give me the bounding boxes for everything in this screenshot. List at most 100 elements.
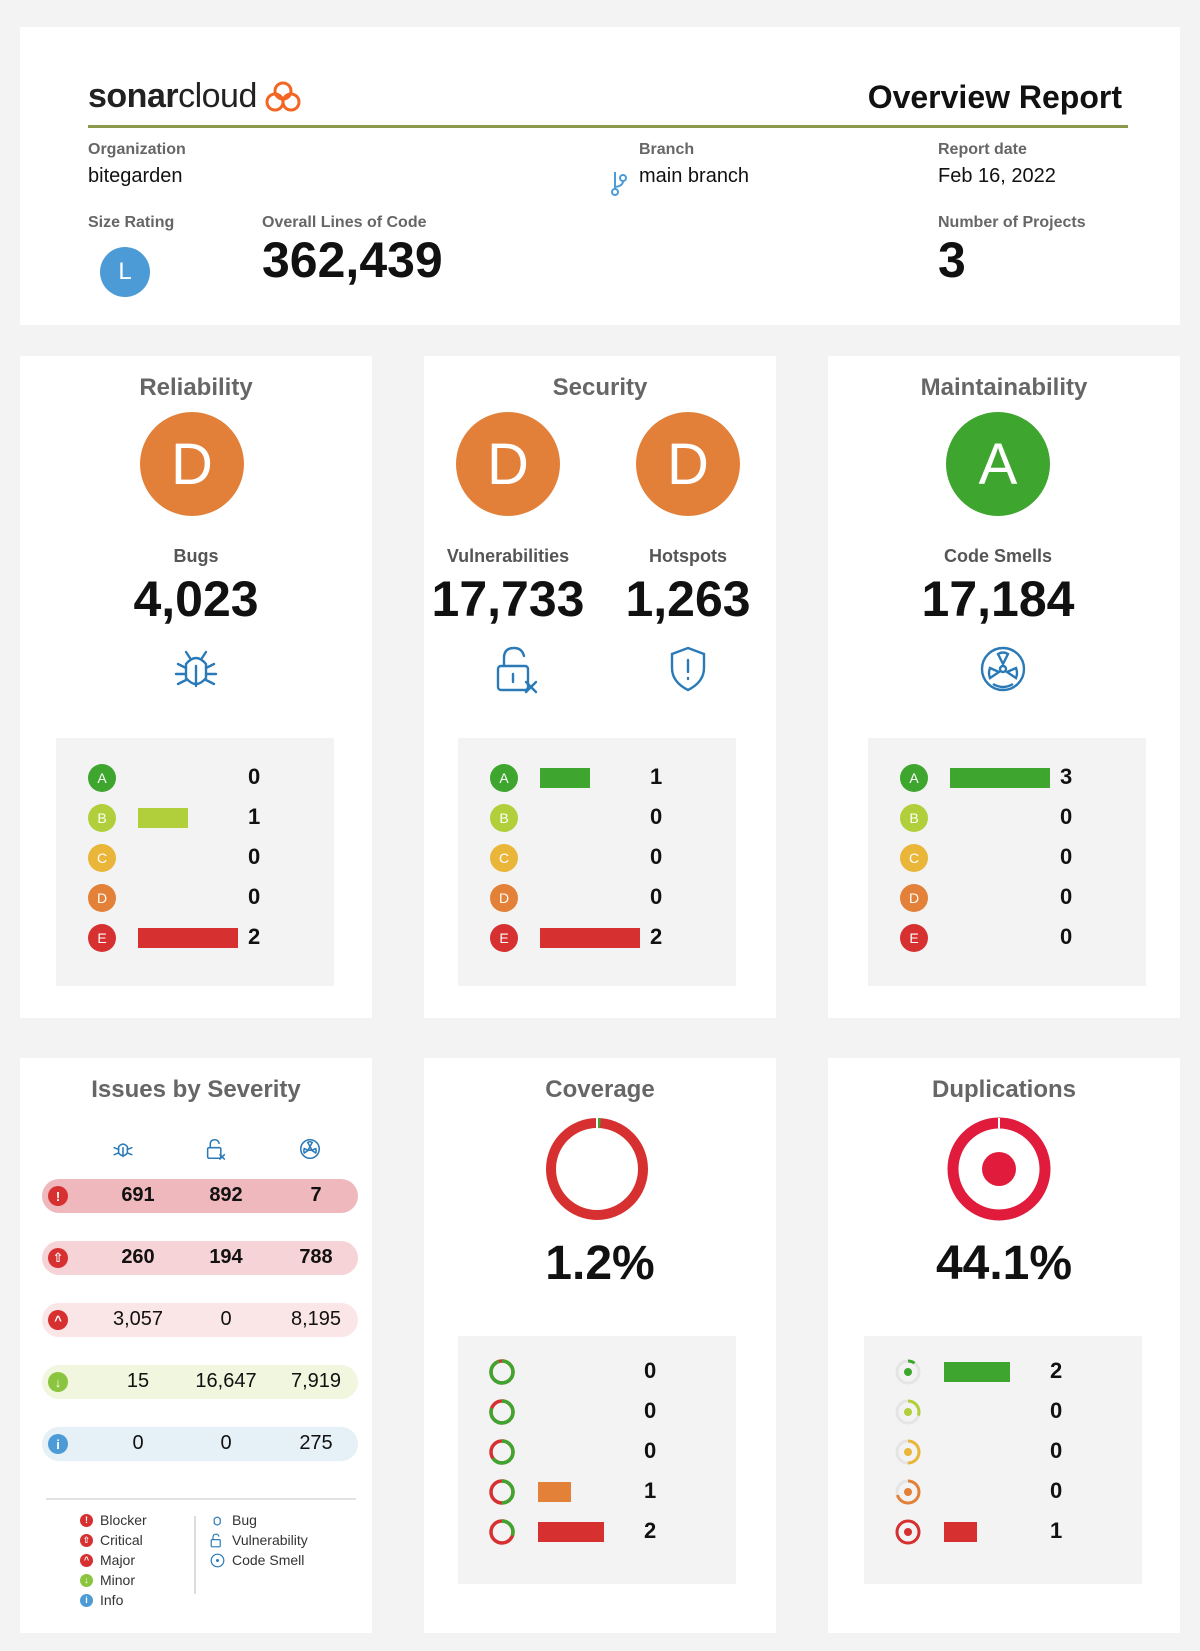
minor-icon: ↓ [48,1372,68,1392]
grade-d-count: 0 [248,884,261,909]
legend-label: Info [100,1592,124,1608]
critical-vulnerability-count: 194 [209,1246,243,1268]
maintainability-grade: A [946,412,1050,516]
grade-a-count: 1 [650,764,663,789]
duplications-bar [944,1522,977,1542]
vulnerabilities-label: Vulnerabilities [446,546,570,566]
coverage-bar [538,1482,571,1502]
grade-a-bar [540,768,590,788]
bug-icon [174,650,218,688]
report-date-value: Feb 16, 2022 [938,165,1056,187]
blocker-bug-count: 691 [121,1184,155,1206]
duplications-count: 0 [1050,1478,1063,1503]
hotspot-grade: D [636,412,740,516]
distribution-row: 0 [458,1356,736,1388]
maintainability-title: Maintainability [920,374,1088,401]
duplications-ring-icon [895,1519,921,1545]
duplications-ring-icon [895,1359,921,1385]
grade-b-badge: B [900,804,928,832]
blocker-icon: ! [80,1513,93,1527]
distribution-row: 2 [864,1356,1142,1388]
severity-row-info: i 0 0 275 [42,1427,358,1461]
sonarcloud-logo: sonarcloud [88,77,301,116]
severity-card: Issues by Severity ! 691 892 7 ⇧ 260 194 788 ^ 3,… [20,1058,372,1633]
report-header: sonarcloud Overview Report Organization … [20,27,1180,325]
coverage-ring-icon [489,1519,515,1545]
bug-icon [213,1516,221,1526]
security-card: Security D D Vulnerabilities Hotspots 17… [424,356,776,1018]
vulnerability-column-icon [206,1138,226,1160]
organization-label: Organization [88,141,186,158]
grade-a-count: 0 [248,764,261,789]
distribution-row: 1 [864,1516,1142,1548]
size-rating-badge: L [100,247,150,297]
grade-d-badge: D [490,884,518,912]
hotspots-value: 1,263 [625,571,751,627]
coverage-card: Coverage 1.2% 0 0 0 1 2 [424,1058,776,1633]
minor-vulnerability-count: 16,647 [195,1370,257,1392]
severity-row-major: ^ 3,057 0 8,195 [42,1303,358,1337]
minor-code-smell-count: 7,919 [290,1370,342,1392]
distribution-row: 0 [864,1436,1142,1468]
coverage-distribution: 0 0 0 1 2 [458,1336,736,1584]
coverage-value: 1.2% [545,1237,655,1290]
duplications-count: 2 [1050,1358,1063,1383]
coverage-ring-icon [489,1359,515,1385]
duplications-title: Duplications [931,1076,1076,1103]
critical-code-smell-count: 788 [299,1246,333,1268]
coverage-ring-icon [489,1439,515,1465]
legend-label: Minor [100,1572,136,1588]
info-vulnerability-count: 0 [220,1432,232,1454]
grade-d-badge: D [900,884,928,912]
grade-d-count: 0 [650,884,663,909]
grade-c-count: 0 [650,844,663,869]
vulnerability-lock-icon [496,646,538,694]
grade-e-count: 0 [1060,924,1073,949]
duplications-count: 0 [1050,1438,1063,1463]
coverage-donut [546,1118,648,1220]
grade-e-bar [138,928,238,948]
grade-b-bar [138,808,188,828]
legend-bug: Bug [210,1510,308,1530]
info-icon: i [80,1593,93,1607]
report-title: Overview Report [867,79,1122,115]
grade-e-badge: E [88,924,116,952]
cloud-icon [265,81,301,111]
severity-title: Issues by Severity [91,1076,301,1103]
vulnerability-icon [210,1533,221,1547]
grade-a-count: 3 [1060,764,1073,789]
branch-value: main branch [639,165,750,187]
legend-label: Major [100,1552,136,1568]
reliability-grade: D [140,412,244,516]
info-icon: i [48,1434,68,1454]
coverage-count: 2 [644,1518,657,1543]
legend-label: Code Smell [232,1552,305,1568]
coverage-title: Coverage [545,1076,655,1103]
grade-e-count: 2 [650,924,663,949]
bugs-value: 4,023 [133,571,259,627]
grade-a-badge: A [88,764,116,792]
coverage-count: 0 [644,1398,657,1423]
vulnerabilities-value: 17,733 [431,571,585,627]
duplications-distribution: 2 0 0 0 1 [864,1336,1142,1584]
severity-row-critical: ⇧ 260 194 788 [42,1241,358,1275]
critical-icon: ⇧ [48,1248,68,1268]
loc-value: 362,439 [262,232,443,288]
grade-b-badge: B [490,804,518,832]
coverage-count: 1 [644,1478,657,1503]
legend-critical: ⇧ Critical [80,1530,147,1550]
grade-b-count: 0 [1060,804,1073,829]
